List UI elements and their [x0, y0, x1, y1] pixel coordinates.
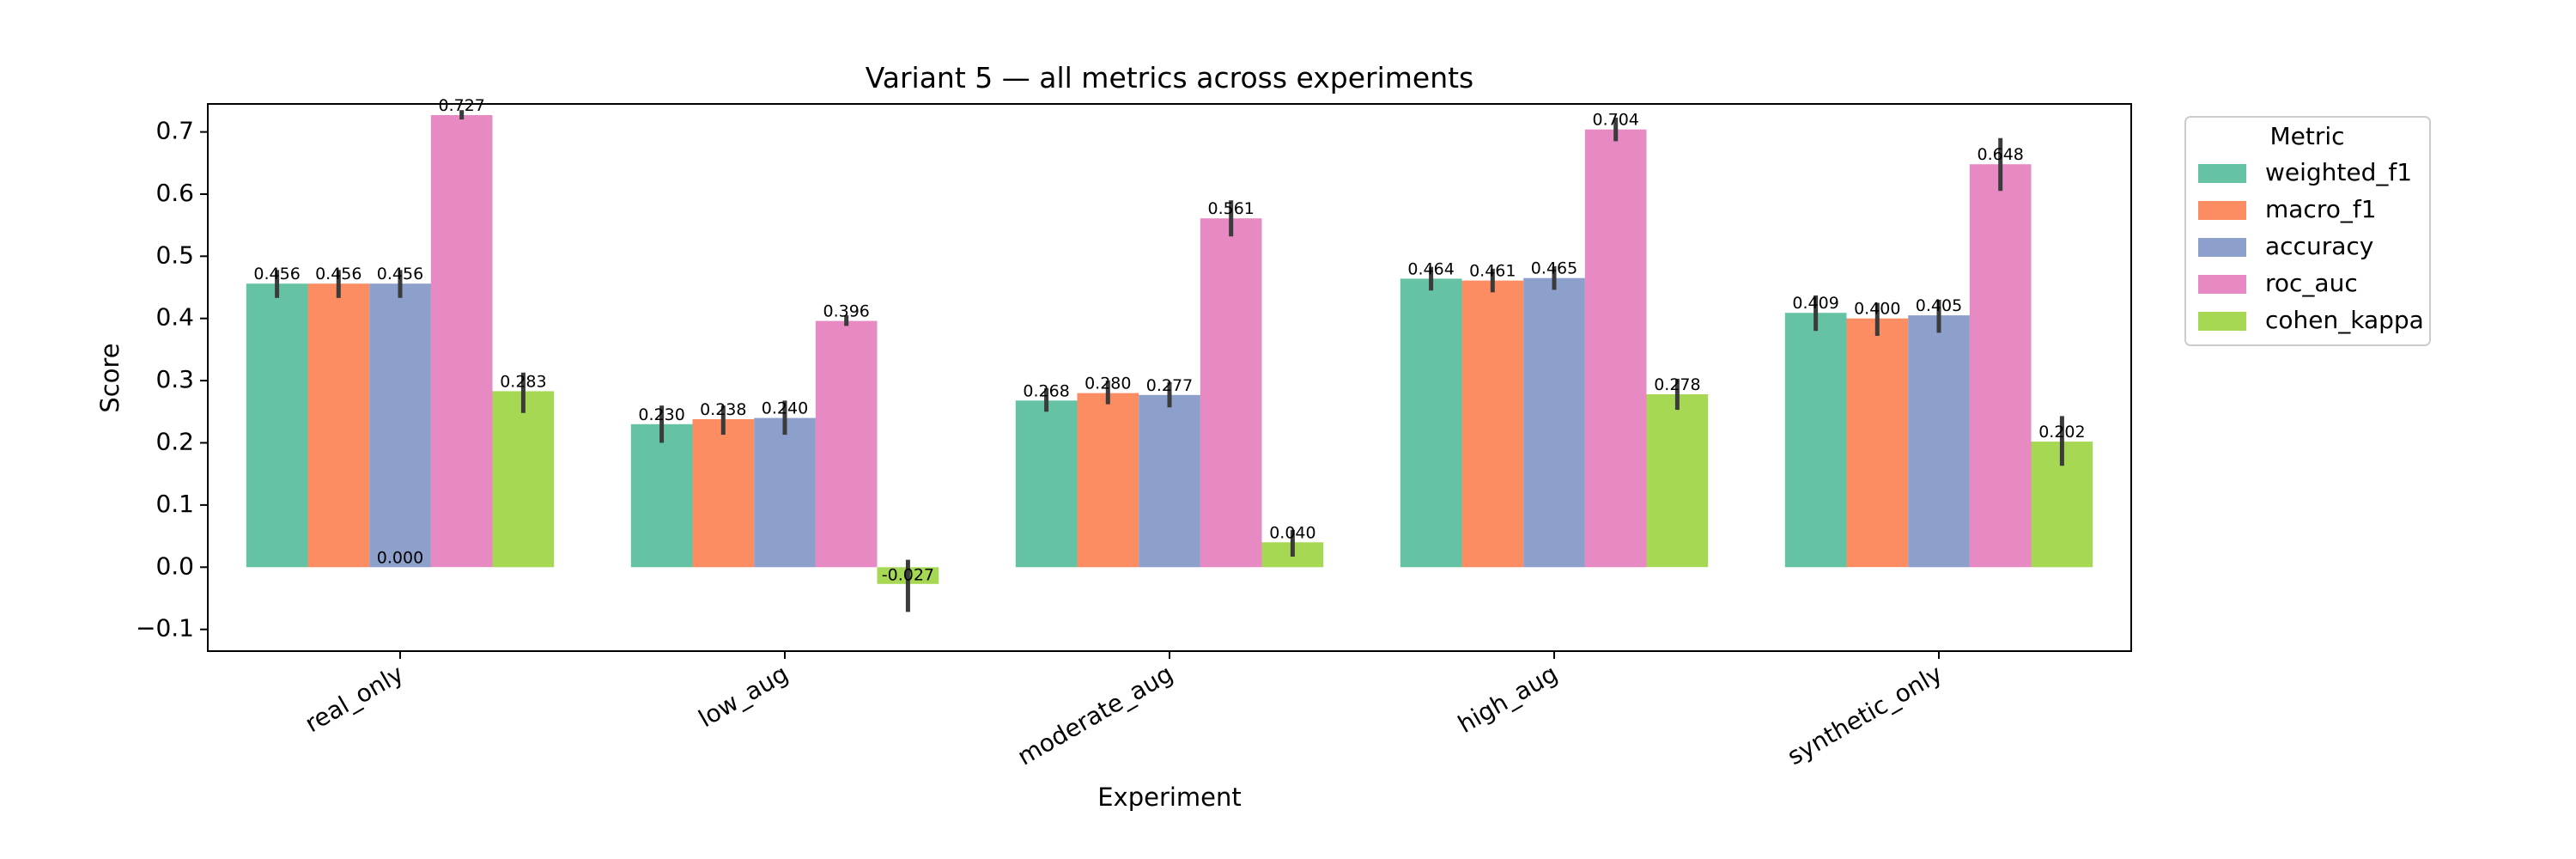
bar-label-macro_f1-moderate_aug: 0.280 — [1084, 375, 1131, 393]
bar-label-roc_auc-moderate_aug: 0.561 — [1207, 199, 1254, 218]
bar-label-roc_auc-low_aug: 0.396 — [823, 302, 869, 321]
chart-title: Variant 5 — all metrics across experimen… — [866, 61, 1474, 94]
x-axis-label: Experiment — [1097, 783, 1242, 812]
bar-accuracy-low_aug — [754, 417, 816, 568]
bar-label-cohen_kappa-low_aug: -0.027 — [882, 565, 934, 584]
bar-label-cohen_kappa-real_only: 0.283 — [500, 372, 546, 391]
bar-label-accuracy-low_aug: 0.240 — [762, 399, 808, 418]
bar-label-cohen_kappa-high_aug: 0.278 — [1654, 375, 1700, 394]
legend-swatch-cohen_kappa — [2198, 312, 2246, 331]
legend-swatch-weighted_f1 — [2198, 164, 2246, 183]
bar-macro_f1-moderate_aug — [1077, 393, 1139, 568]
bar-weighted_f1-low_aug — [630, 423, 693, 568]
y-tick-label: 0.1 — [155, 490, 194, 518]
bar-label-weighted_f1-moderate_aug: 0.268 — [1023, 381, 1069, 400]
legend-label-cohen_kappa: cohen_kappa — [2265, 306, 2424, 334]
bar-weighted_f1-synthetic_only — [1784, 313, 1847, 568]
legend-frame — [2184, 116, 2431, 346]
legend-swatch-macro_f1 — [2198, 201, 2246, 220]
legend-label-accuracy: accuracy — [2265, 232, 2373, 260]
bar-label-macro_f1-low_aug: 0.238 — [700, 400, 746, 419]
bar-cohen_kappa-real_only — [492, 391, 555, 568]
bar-accuracy-synthetic_only — [1908, 315, 1970, 568]
bar-label-accuracy-real_only: 0.456 — [377, 265, 423, 283]
bar-weighted_f1-moderate_aug — [1015, 400, 1078, 568]
bar-label-accuracy-high_aug: 0.465 — [1531, 259, 1577, 278]
y-tick-label: 0.7 — [155, 117, 194, 145]
legend: Metric weighted_f1 macro_f1 accuracy roc_au… — [2184, 116, 2431, 346]
bar-weighted_f1-real_only — [246, 283, 308, 568]
bar-label-macro_f1-high_aug: 0.461 — [1469, 262, 1516, 281]
bar-label-roc_auc-high_aug: 0.704 — [1592, 111, 1638, 130]
bar-roc_auc-high_aug — [1584, 129, 1647, 568]
bar-label-accuracy-moderate_aug: 0.277 — [1146, 376, 1193, 395]
y-tick-label: 0.5 — [155, 241, 194, 269]
bar-label-accuracy-synthetic_only: 0.405 — [1916, 296, 1962, 315]
y-tick-label: 0.3 — [155, 365, 194, 393]
bar-label-weighted_f1-synthetic_only: 0.409 — [1792, 294, 1838, 313]
y-tick-label: 0.4 — [155, 303, 194, 332]
bar-label-roc_auc-real_only: 0.727 — [438, 96, 484, 115]
bar-label-cohen_kappa-moderate_aug: 0.040 — [1269, 523, 1315, 542]
bar-label-weighted_f1-real_only: 0.456 — [253, 265, 300, 283]
error-bars-layer — [275, 110, 2064, 612]
y-axis-label: Score — [95, 343, 125, 412]
bar-label-roc_auc-synthetic_only: 0.648 — [1977, 145, 2023, 164]
legend-label-weighted_f1: weighted_f1 — [2265, 158, 2412, 186]
bar-labels-layer: 0.456 0.230 0.268 0.464 0.409 0.456 0.238 0.280… — [253, 96, 2085, 584]
bar-macro_f1-real_only — [307, 283, 370, 568]
bar-macro_f1-high_aug — [1461, 280, 1524, 568]
bar-label-macro_f1-real_only: 0.456 — [315, 265, 361, 283]
legend-swatch-roc_auc — [2198, 275, 2246, 294]
bar-roc_auc-low_aug — [815, 320, 878, 568]
y-tick-label: 0.6 — [155, 179, 194, 207]
y-tick-label: 0.2 — [155, 428, 194, 456]
bar-accuracy-high_aug — [1523, 277, 1585, 568]
bar-roc_auc-moderate_aug — [1200, 218, 1262, 568]
y-tick-label: −0.1 — [136, 614, 194, 643]
annotation-accuracy-real_only: 0.000 — [377, 548, 423, 567]
legend-title: Metric — [2269, 122, 2344, 150]
legend-swatch-accuracy — [2198, 238, 2246, 257]
y-tick-label: 0.0 — [155, 551, 194, 580]
bar-label-weighted_f1-high_aug: 0.464 — [1407, 259, 1454, 278]
bar-weighted_f1-high_aug — [1400, 278, 1462, 568]
bar-label-weighted_f1-low_aug: 0.230 — [638, 405, 684, 424]
bar-roc_auc-real_only — [430, 115, 493, 568]
legend-label-macro_f1: macro_f1 — [2265, 195, 2377, 223]
y-axis: −0.1 0.0 0.1 0.2 0.3 0.4 0.5 0.6 0.7 — [136, 117, 208, 643]
bar-macro_f1-low_aug — [692, 419, 755, 568]
bars-layer — [246, 115, 2093, 584]
bar-cohen_kappa-high_aug — [1646, 394, 1709, 568]
legend-label-roc_auc: roc_auc — [2265, 269, 2358, 297]
bar-label-cohen_kappa-synthetic_only: 0.202 — [2038, 423, 2085, 442]
bar-label-macro_f1-synthetic_only: 0.400 — [1854, 300, 1900, 319]
bar-accuracy-real_only — [369, 283, 431, 568]
bar-roc_auc-synthetic_only — [1969, 164, 2032, 568]
bar-macro_f1-synthetic_only — [1846, 318, 1909, 568]
bar-accuracy-moderate_aug — [1139, 394, 1200, 568]
